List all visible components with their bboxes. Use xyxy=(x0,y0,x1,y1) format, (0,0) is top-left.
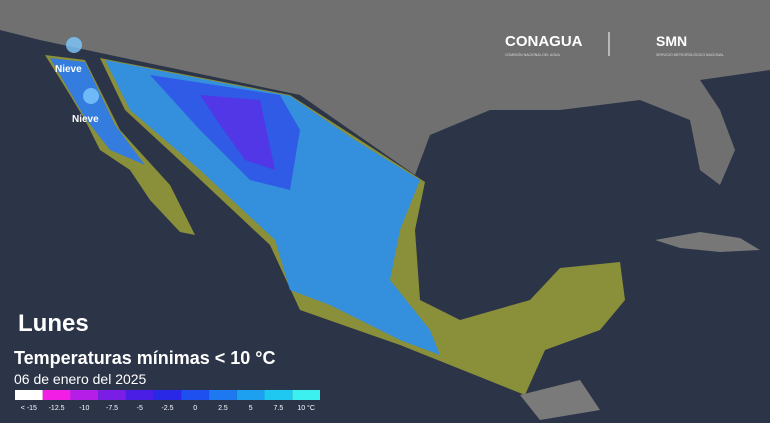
legend-label: < -15 xyxy=(21,405,37,412)
cold-area xyxy=(105,60,440,355)
logo-conagua-sub: COMISIÓN NACIONAL DEL AGUA xyxy=(505,52,560,57)
snow-icon xyxy=(83,88,99,104)
legend-swatch xyxy=(264,390,293,400)
legend-label: -10 xyxy=(79,405,89,412)
legend-swatch xyxy=(125,390,154,400)
legend-swatch xyxy=(15,390,43,400)
logo-smn-sub: SERVICIO METEOROLÓGICO NACIONAL xyxy=(656,52,724,57)
cold-peak xyxy=(200,95,275,170)
central-america xyxy=(520,380,600,420)
legend-swatch xyxy=(209,390,237,400)
legend-label: 5 xyxy=(249,405,253,412)
logo-smn: SMN xyxy=(656,33,687,49)
logo-conagua: CONAGUA xyxy=(505,33,583,50)
legend-swatch xyxy=(292,390,320,400)
legend-label: -12.5 xyxy=(49,405,65,412)
legend: < -15 -12.5 -10 -7.5 -5 -2.5 0 2.5 5 7.5 10 °C xyxy=(15,390,320,412)
legend-label: -7.5 xyxy=(106,405,118,412)
snow-icon xyxy=(66,37,82,53)
legend-swatch xyxy=(153,390,182,400)
legend-swatch xyxy=(236,390,265,400)
legend-swatch xyxy=(70,390,99,400)
legend-swatch xyxy=(181,390,210,400)
caption-date: 06 de enero del 2025 xyxy=(14,371,147,387)
marker-label: Nieve xyxy=(72,114,99,125)
legend-label: 2.5 xyxy=(218,405,228,412)
caption-title: Temperaturas mínimas < 10 °C xyxy=(14,348,275,368)
usa-land xyxy=(0,0,770,185)
day-label: Lunes xyxy=(18,310,89,337)
cuba xyxy=(655,232,760,252)
legend-label: -2.5 xyxy=(161,405,173,412)
legend-swatch xyxy=(42,390,71,400)
legend-swatch xyxy=(98,390,126,400)
legend-label: 10 °C xyxy=(297,404,315,412)
legend-label: -5 xyxy=(137,405,143,412)
legend-label: 7.5 xyxy=(274,405,284,412)
marker-label: Nieve xyxy=(55,64,82,75)
cold-baja xyxy=(50,58,145,165)
legend-label: 0 xyxy=(193,405,197,412)
